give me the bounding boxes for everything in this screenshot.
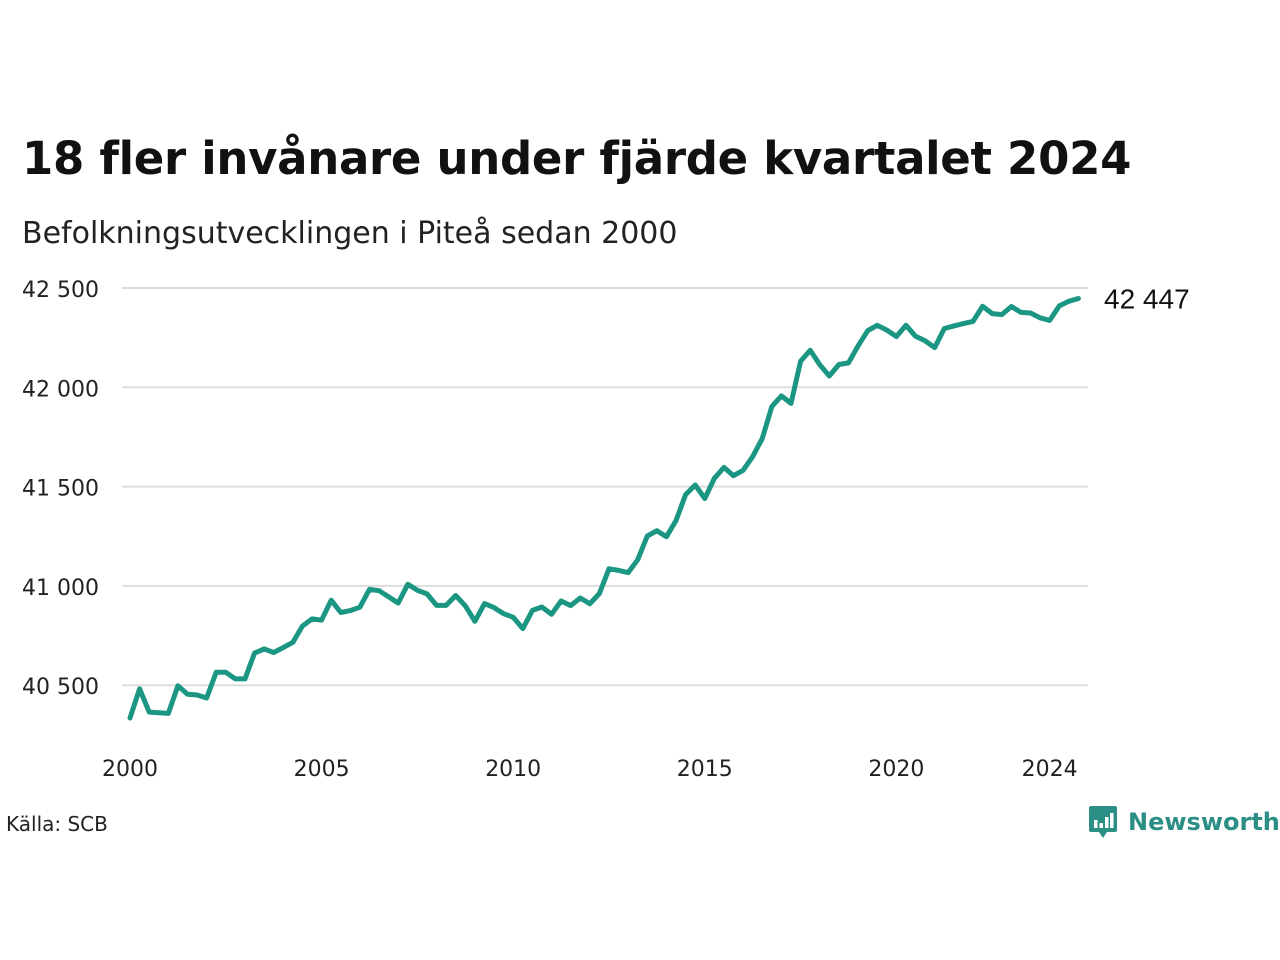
end-labels: 42 447 [1104, 284, 1190, 315]
brand-logo: Newsworthy [1088, 804, 1280, 840]
series [127, 296, 1081, 721]
source-note: Källa: SCB [6, 812, 108, 836]
x-tick-label: 2005 [294, 757, 350, 782]
x-tick-label: 2024 [1022, 757, 1078, 782]
y-tick-label: 41 500 [22, 477, 99, 502]
gridlines [122, 287, 1088, 687]
x-tick-label: 2000 [102, 757, 158, 782]
brand-name: Newsworthy [1128, 808, 1280, 836]
x-tick-label: 2010 [485, 757, 541, 782]
y-tick-label: 41 000 [22, 576, 99, 601]
y-tick-label: 40 500 [22, 675, 99, 700]
newsworthy-logo-icon [1089, 806, 1117, 838]
x-tick-label: 2015 [677, 757, 733, 782]
x-tick-label: 2020 [868, 757, 924, 782]
series-line [127, 296, 1081, 721]
end-value-label: 42 447 [1104, 284, 1190, 315]
y-axis-tick-labels: 40 500 41 000 41 500 42 000 42 500 [22, 278, 99, 700]
chart-subtitle: Befolkningsutvecklingen i Piteå sedan 20… [22, 216, 678, 251]
y-tick-label: 42 000 [22, 377, 99, 402]
chart-title: 18 fler invånare under fjärde kvartalet … [22, 132, 1132, 185]
y-tick-label: 42 500 [22, 278, 99, 303]
x-axis-tick-labels: 2000 2005 2010 2015 2020 2024 [102, 757, 1078, 782]
